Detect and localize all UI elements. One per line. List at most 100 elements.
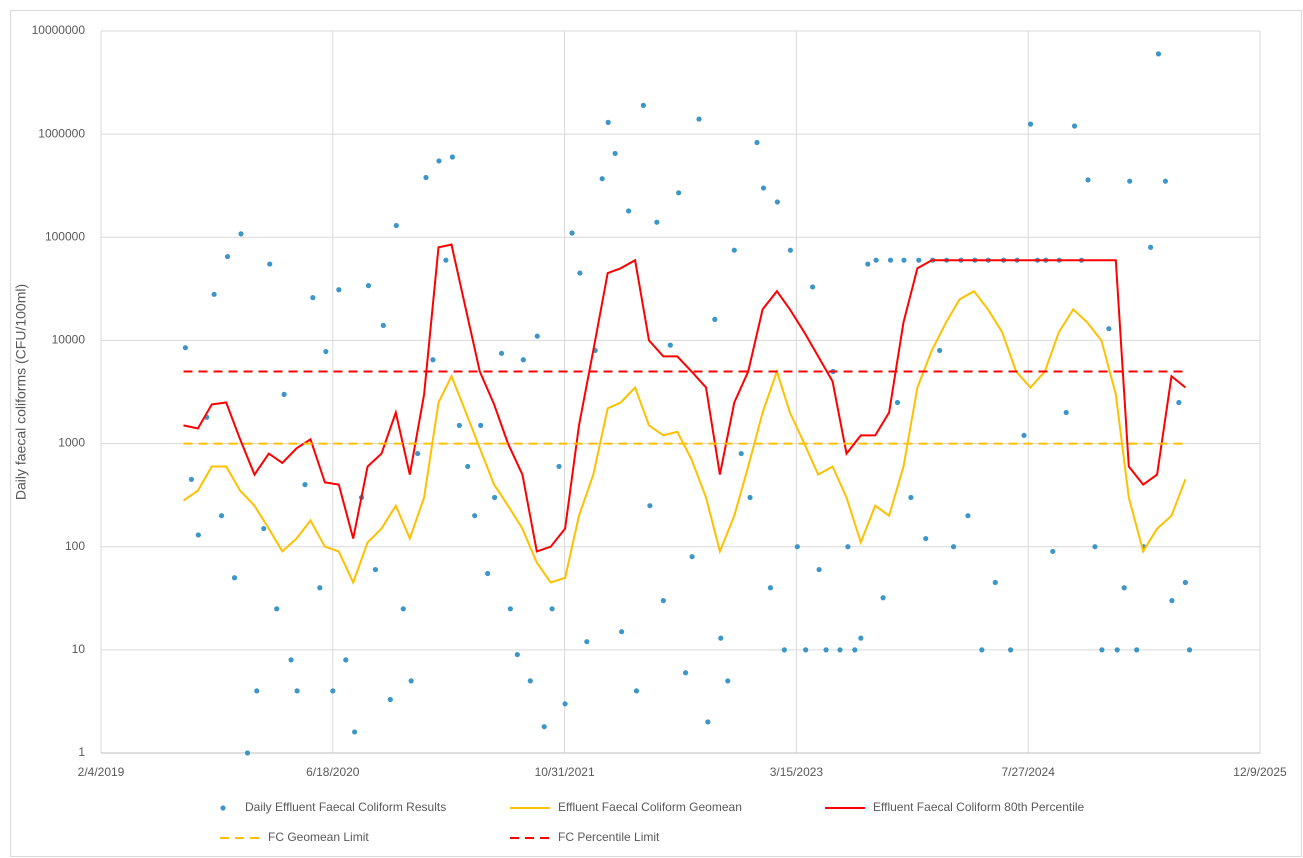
legend-label: Effluent Faecal Coliform Geomean [558,800,742,814]
data-point [393,222,399,229]
data-point [1099,647,1105,653]
legend-label: FC Percentile Limit [558,830,660,844]
data-point [923,535,929,542]
data-point [317,585,323,591]
data-point [1186,647,1193,653]
data-point [1155,51,1162,57]
data-point [231,575,238,581]
y-tick-label: 1000 [58,436,85,450]
legend-label: FC Geomean Limit [268,830,369,844]
data-point [430,357,436,363]
data-point [224,253,231,260]
data-point [845,544,851,550]
data-point [1085,177,1091,183]
data-point [520,357,526,363]
data-point [188,476,195,482]
data-point [887,257,894,263]
data-point [465,463,471,470]
data-point [767,585,774,591]
data-point [1027,121,1034,127]
data-point [330,688,336,694]
data-point [667,342,673,348]
data-point [682,670,689,676]
data-point [1071,123,1078,129]
data-point [599,176,605,182]
data-point [676,190,682,196]
data-point [725,678,731,684]
data-point [1162,178,1169,184]
y-tick-label: 100 [65,539,85,553]
data-point [823,647,829,653]
data-point [1147,244,1154,250]
data-point [343,657,349,663]
data-point [837,647,843,653]
data-point [654,219,660,225]
data-point [1050,548,1056,555]
data-point [760,185,767,191]
data-point [514,651,520,658]
data-point [562,701,568,707]
data-point [218,513,225,519]
data-point [556,463,562,470]
data-point [195,532,201,538]
data-point [351,729,358,735]
data-point [858,635,864,641]
data-point [781,647,787,653]
y-tick-label: 1000000 [38,126,85,140]
data-point [507,606,513,612]
legend-label: Daily Effluent Faecal Coliform Results [245,800,446,814]
data-point [612,150,618,157]
data-point [803,647,809,653]
data-point [754,139,760,146]
data-point [584,639,590,645]
y-axis-label: Daily faecal coliforms (CFU/100ml) [13,284,29,500]
data-point [387,696,393,703]
data-point [1182,579,1188,586]
data-point [647,503,653,509]
series-line [183,243,1187,553]
y-tick-label: 10000 [52,333,86,347]
data-point [747,494,753,501]
y-tick-label: 1 [78,745,85,759]
data-point [625,208,632,214]
data-point [1007,647,1014,653]
data-point [478,422,484,429]
data-point [1092,544,1098,550]
data-point [549,606,555,612]
data-point [696,116,702,122]
data-point [1063,409,1069,416]
data-point [965,513,971,519]
data-point [992,579,998,586]
data-point [267,261,273,267]
data-point [449,154,456,160]
data-point [423,174,429,181]
data-point [810,284,816,290]
data-point [456,422,462,429]
y-tick-label: 10000000 [32,23,86,37]
data-point [1176,399,1182,406]
legend-label: Effluent Faecal Coliform 80th Percentile [873,800,1085,814]
data-point [865,261,871,267]
data-point [894,399,901,406]
data-point [1021,432,1027,439]
data-point [660,598,666,604]
data-point [281,391,287,397]
data-point [485,570,491,577]
data-point [274,606,280,612]
data-point [302,482,308,488]
data-point [491,494,498,501]
data-point [372,566,379,573]
data-point [774,199,780,205]
data-point [182,345,188,351]
data-point [1114,647,1120,653]
data-point [787,247,793,253]
data-point [937,347,943,354]
data-point [816,566,822,573]
chart-border [10,10,1302,857]
data-point [577,270,583,276]
data-point [633,688,640,694]
x-tick-label: 6/18/2020 [306,765,360,779]
x-tick-label: 3/15/2023 [770,765,824,779]
